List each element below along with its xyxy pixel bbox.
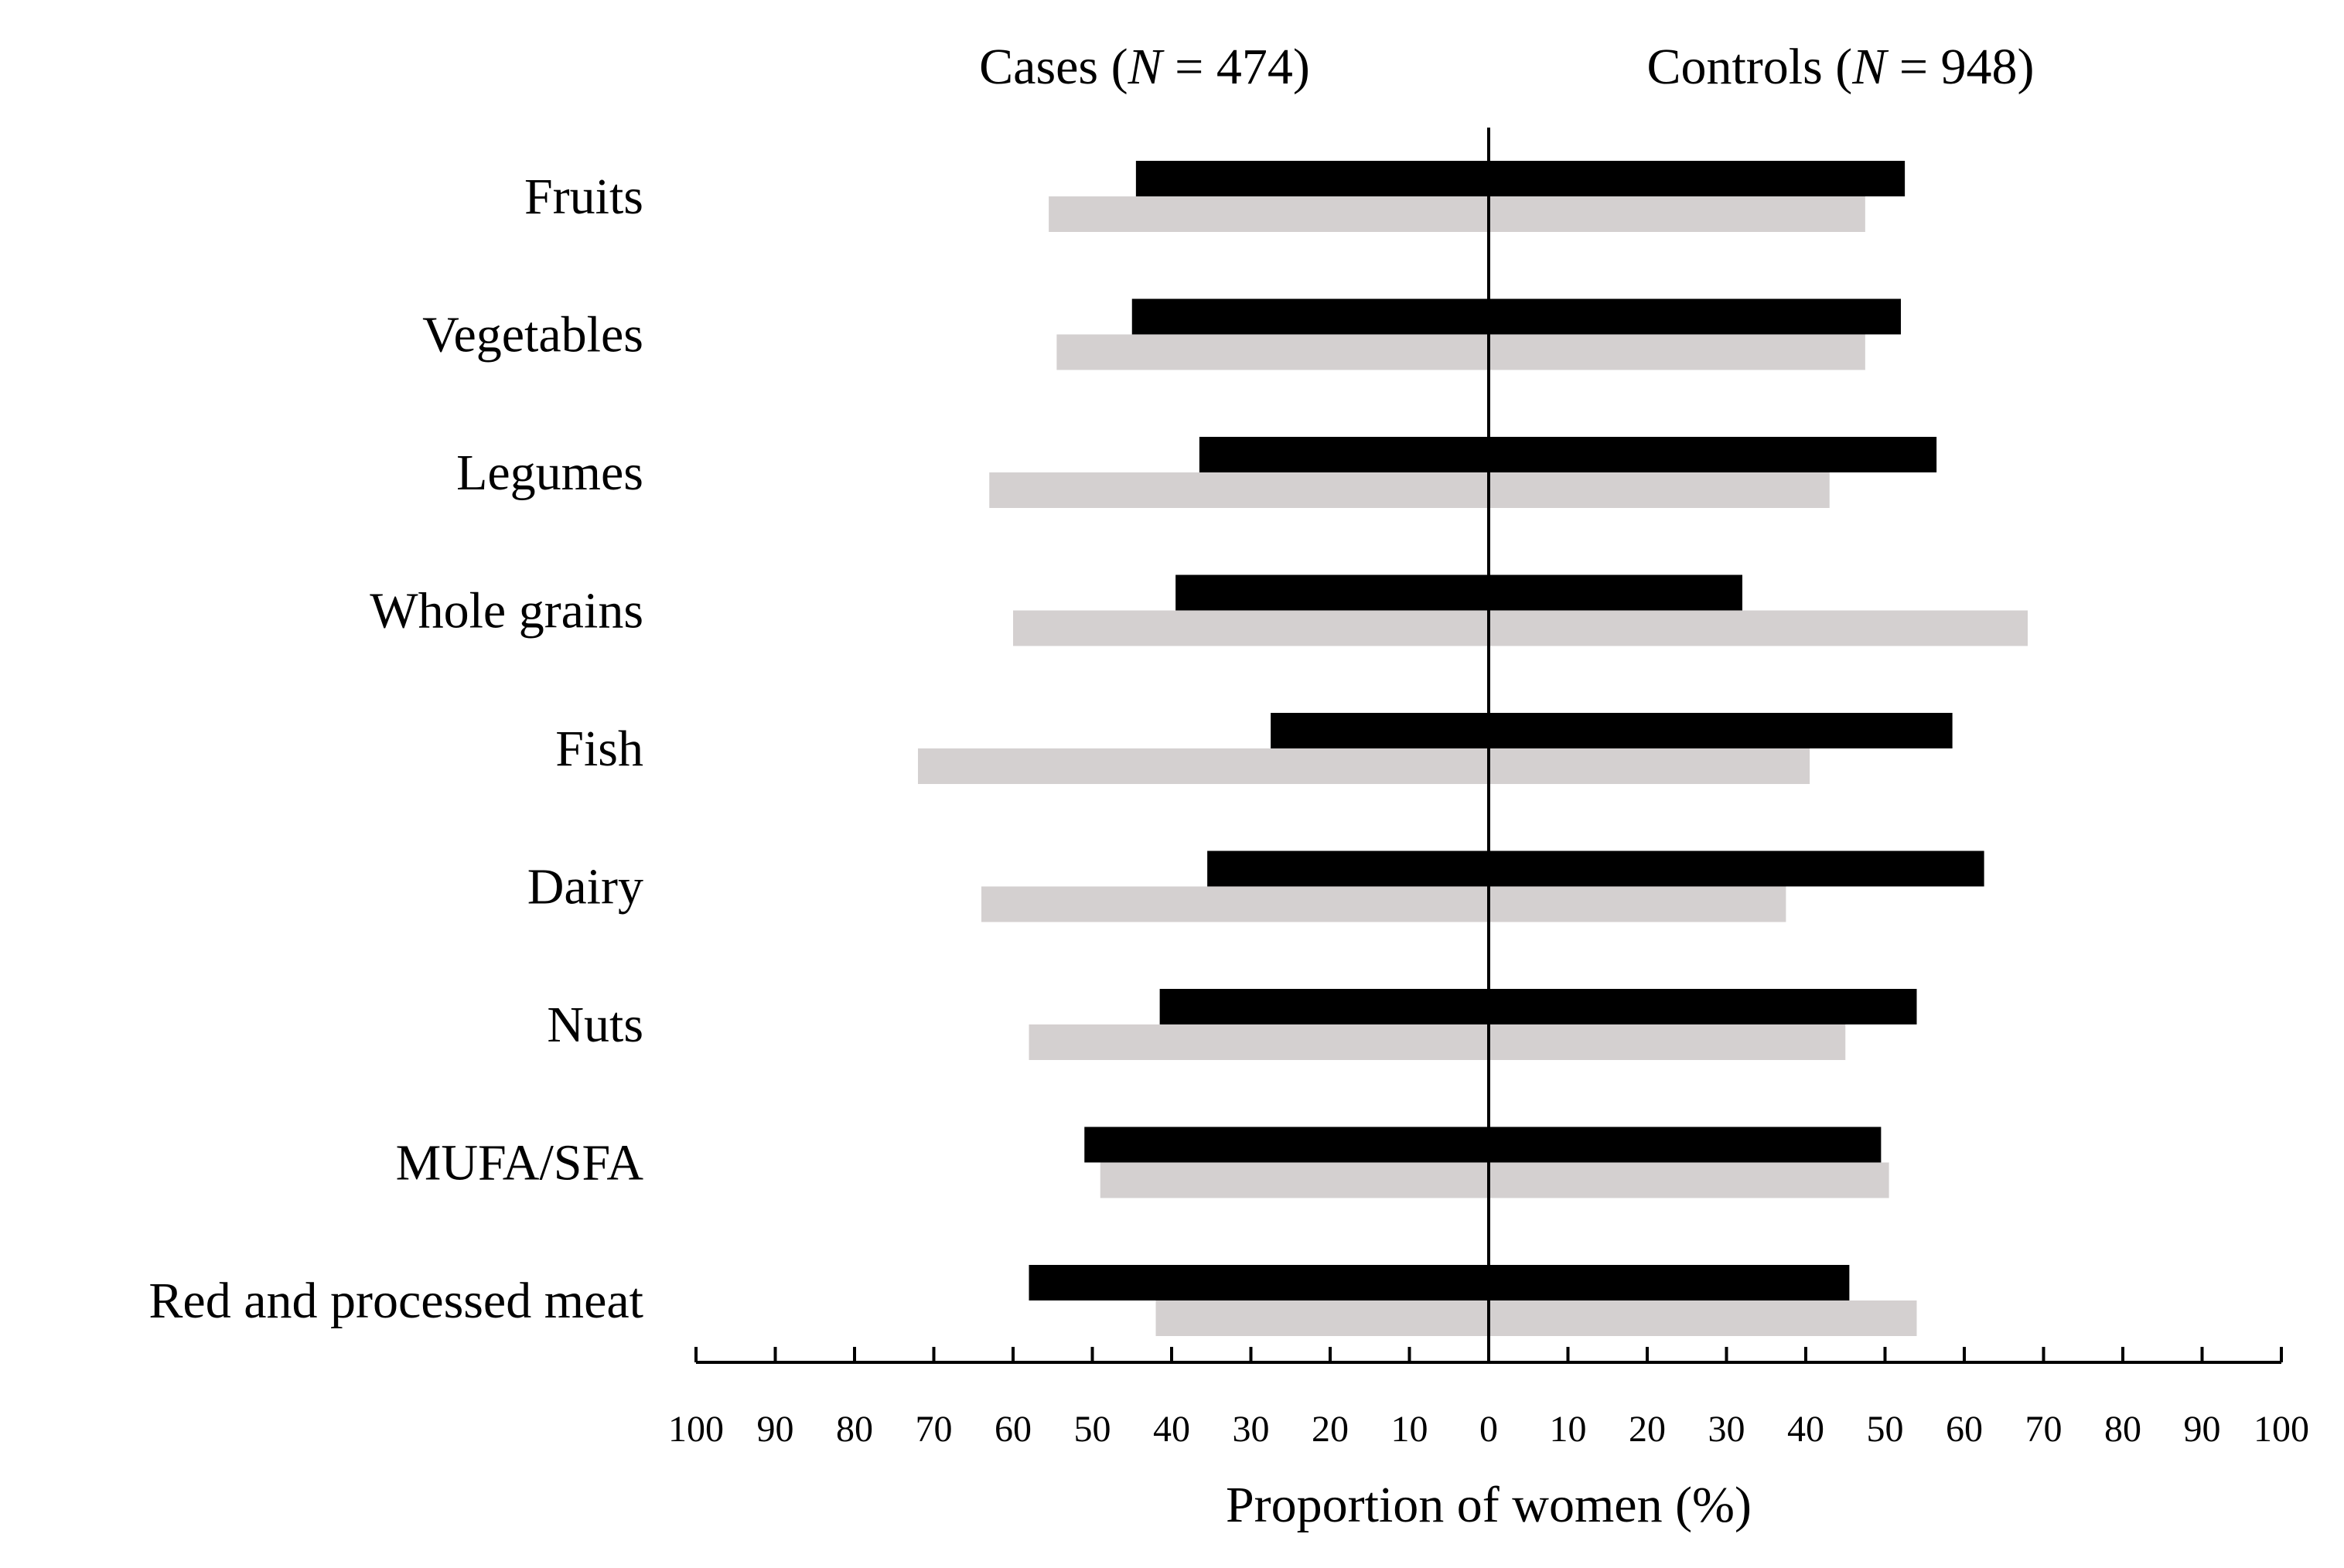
- bar-cases-black: [1175, 574, 1489, 611]
- category-label: Whole grains: [370, 583, 643, 639]
- bar-controls-grey: [1489, 1300, 1917, 1336]
- category-label: Fruits: [524, 169, 643, 225]
- bar-controls-grey: [1489, 472, 1830, 508]
- category-label: Red and processed meat: [148, 1273, 643, 1329]
- header-group-label: Cases (: [979, 39, 1128, 95]
- bar-cases-grey: [1013, 610, 1489, 646]
- bar-controls-grey: [1489, 334, 1865, 370]
- x-tick-label: 30: [1233, 1409, 1270, 1450]
- bar-controls-black: [1489, 437, 1937, 472]
- bar-controls-black: [1489, 713, 1953, 748]
- bar-cases-black: [1135, 161, 1489, 196]
- bar-cases-black: [1029, 1265, 1489, 1300]
- x-tick-label: 90: [2184, 1409, 2221, 1450]
- x-tick-label: 80: [836, 1409, 873, 1450]
- x-tick-label: 20: [1312, 1409, 1349, 1450]
- bar-controls-black: [1489, 298, 1901, 335]
- bar-cases-grey: [989, 472, 1489, 508]
- x-tick-label: 70: [916, 1409, 953, 1450]
- x-tick-label: 100: [2254, 1409, 2309, 1450]
- x-tick-label: 60: [1946, 1409, 1983, 1450]
- category-label: Nuts: [547, 997, 643, 1053]
- bar-cases-grey: [1155, 1300, 1489, 1336]
- x-axis-title: Proportion of women (%): [1226, 1477, 1752, 1533]
- x-tick-label: 60: [995, 1409, 1032, 1450]
- header-n-value: = 948): [1886, 39, 2034, 95]
- x-tick-label: 40: [1787, 1409, 1824, 1450]
- x-tick-label: 50: [1867, 1409, 1904, 1450]
- controls-header: Controls (N = 948): [1646, 39, 2034, 95]
- bar-controls-grey: [1489, 1162, 1889, 1198]
- bar-controls-grey: [1489, 886, 1786, 922]
- x-tick-label: 30: [1708, 1409, 1745, 1450]
- header-n-value: = 474): [1162, 39, 1310, 95]
- bar-controls-black: [1489, 989, 1917, 1024]
- bar-cases-grey: [1029, 1024, 1489, 1060]
- bar-controls-black: [1489, 1265, 1850, 1300]
- header-n-symbol: N: [1851, 39, 1889, 95]
- bar-cases-black: [1199, 437, 1489, 472]
- bars-group: [918, 161, 2028, 1336]
- bar-cases-grey: [981, 886, 1489, 922]
- bar-cases-grey: [1056, 334, 1489, 370]
- x-tick-label: 100: [668, 1409, 724, 1450]
- bar-controls-black: [1489, 574, 1742, 611]
- bar-cases-black: [1271, 713, 1489, 748]
- category-label: MUFA/SFA: [396, 1135, 644, 1191]
- x-tick-label: 20: [1629, 1409, 1666, 1450]
- header-n-symbol: N: [1128, 39, 1165, 95]
- x-tick-label: 90: [757, 1409, 794, 1450]
- bar-controls-grey: [1489, 1024, 1846, 1060]
- x-axis: 100 90 80 70 60 50 40 30 20 10 0 10 20 30 40 50 60 70 80 90…: [668, 128, 2309, 1450]
- bar-cases-black: [1084, 1127, 1489, 1163]
- x-tick-label: 70: [2025, 1409, 2063, 1450]
- bar-controls-black: [1489, 850, 1984, 887]
- x-tick-label: 10: [1391, 1409, 1428, 1450]
- bar-controls-grey: [1489, 748, 1810, 784]
- bar-cases-grey: [1100, 1162, 1489, 1198]
- x-tick-label: 10: [1550, 1409, 1587, 1450]
- category-label: Dairy: [527, 859, 643, 915]
- x-tick-label: 0: [1479, 1409, 1498, 1450]
- header-group-label: Controls (: [1646, 39, 1852, 95]
- category-label: Vegetables: [422, 307, 643, 363]
- bar-cases-black: [1207, 850, 1489, 887]
- x-tick-label: 40: [1153, 1409, 1190, 1450]
- category-label: Legumes: [456, 445, 643, 501]
- bar-controls-black: [1489, 1127, 1882, 1163]
- bar-controls-grey: [1489, 610, 2028, 646]
- x-tick-label: 80: [2104, 1409, 2141, 1450]
- category-label: Fish: [555, 721, 643, 777]
- bar-cases-grey: [1049, 196, 1489, 232]
- bar-controls-black: [1489, 161, 1906, 196]
- bar-cases-black: [1131, 298, 1489, 335]
- x-tick-label: 50: [1074, 1409, 1111, 1450]
- bar-cases-black: [1159, 989, 1489, 1024]
- cases-header: Cases (N = 474): [979, 39, 1310, 95]
- labels-group: Fruits Vegetables Legumes Whole grains Fish D…: [148, 169, 643, 1329]
- bar-controls-grey: [1489, 196, 1865, 232]
- bar-cases-grey: [918, 748, 1489, 784]
